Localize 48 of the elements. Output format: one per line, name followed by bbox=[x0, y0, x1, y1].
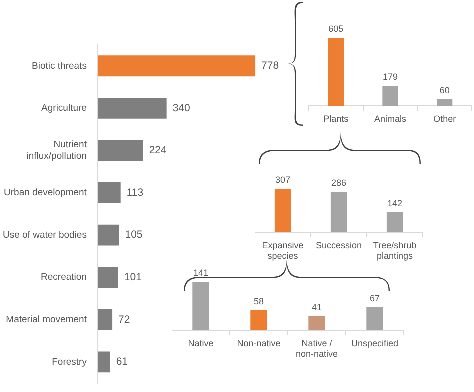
x-tick-label: Animals bbox=[374, 114, 407, 124]
data-label: 67 bbox=[370, 293, 380, 304]
data-label: 141 bbox=[193, 268, 209, 278]
bar bbox=[98, 56, 256, 77]
bar bbox=[98, 309, 113, 330]
bar bbox=[98, 352, 110, 373]
y-tick-label: Nutrient influx/pollution bbox=[26, 140, 88, 162]
y-tick-label: Use of water bodies bbox=[2, 230, 88, 241]
data-label: 72 bbox=[118, 314, 130, 326]
data-label: 605 bbox=[328, 24, 344, 34]
x-tick-label: Other bbox=[434, 114, 456, 124]
data-label: 105 bbox=[125, 229, 143, 242]
bar bbox=[98, 98, 167, 119]
data-label: 142 bbox=[387, 198, 403, 208]
y-tick-label: Forestry bbox=[52, 356, 88, 368]
data-label: 113 bbox=[126, 186, 144, 199]
data-label: 307 bbox=[275, 175, 291, 186]
y-tick-label: Urban development bbox=[4, 188, 88, 199]
data-label: 778 bbox=[262, 60, 280, 72]
data-label: 60 bbox=[440, 85, 450, 96]
x-tick-label: Non-native bbox=[237, 338, 281, 348]
data-label: 179 bbox=[382, 72, 398, 82]
x-tick-label: Tree/shrub plantings bbox=[373, 240, 417, 262]
x-tick-label: Native / non-native bbox=[296, 338, 338, 360]
data-label: 340 bbox=[172, 102, 191, 114]
data-label: 61 bbox=[116, 356, 128, 368]
bar bbox=[98, 182, 121, 204]
bar bbox=[250, 310, 268, 330]
y-tick-label: Agriculture bbox=[42, 103, 87, 114]
data-label: 41 bbox=[312, 302, 322, 312]
data-label: 58 bbox=[254, 296, 264, 307]
bar bbox=[98, 224, 120, 246]
bar bbox=[366, 307, 384, 330]
data-label: 286 bbox=[331, 178, 347, 188]
bar bbox=[308, 316, 326, 330]
y-tick-label: Recreation bbox=[41, 272, 87, 284]
x-tick-label: Native bbox=[188, 338, 214, 348]
x-tick-label: Plants bbox=[324, 114, 350, 124]
x-tick-label: Unspecified bbox=[351, 338, 399, 348]
data-label: 101 bbox=[124, 271, 142, 284]
y-tick-label: Material movement bbox=[6, 314, 88, 326]
bar bbox=[98, 140, 144, 162]
y-tick-label: Biotic threats bbox=[32, 60, 88, 72]
x-tick-label: Succession bbox=[316, 240, 362, 250]
bar bbox=[98, 267, 118, 288]
bar bbox=[192, 282, 210, 330]
data-label: 224 bbox=[149, 144, 168, 157]
x-tick-label: Expansive species bbox=[262, 240, 304, 262]
